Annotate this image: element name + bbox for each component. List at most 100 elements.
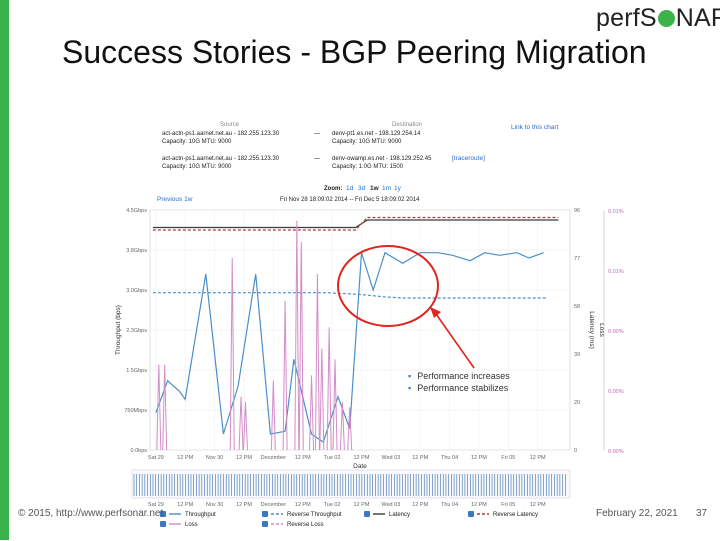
row2-dash: —: [314, 156, 320, 162]
y-left-tick-label: 0.0bps: [130, 448, 147, 454]
brush-x-tick-label: Nov 30: [206, 502, 223, 508]
y-left-tick-label: 3.8Gbps: [126, 248, 147, 254]
annotation-ellipse: [337, 245, 439, 327]
y-loss-axis-title: Loss: [598, 323, 605, 337]
y-latency-axis-title: Latency (ms): [588, 311, 595, 349]
x-axis-title: Date: [353, 463, 367, 470]
loss-spike: [270, 380, 276, 451]
brush-x-tick-label: 12 PM: [177, 502, 193, 508]
graph-panel: Source Destination Link to this chart ac…: [84, 118, 624, 536]
x-tick-label: Tue 02: [324, 455, 341, 461]
perfsonar-chart: Source Destination Link to this chart ac…: [115, 122, 624, 528]
x-tick-label: 12 PM: [236, 455, 252, 461]
x-tick-label: 12 PM: [412, 455, 428, 461]
link-to-chart[interactable]: Link to this chart: [511, 124, 559, 131]
y-left-tick-label: 2.3Gbps: [126, 328, 147, 334]
legend-label-throughput: Throughput: [185, 512, 216, 518]
legend-label-latency: Latency: [389, 512, 410, 518]
brush-x-tick-label: 12 PM: [530, 502, 546, 508]
legend-label-reverse-throughput: Reverse Throughput: [287, 512, 342, 518]
reverse-throughput-line: [152, 292, 547, 299]
previous-range-link[interactable]: Previous 1w: [157, 196, 193, 203]
range-brush[interactable]: [131, 469, 571, 499]
zoom-label: Zoom:: [324, 186, 342, 192]
annotation-group: [337, 245, 475, 369]
row2-source: act-actn-ps1.aarnet.net.au - 182.255.123…: [162, 156, 280, 162]
x-tick-label: 12 PM: [471, 455, 487, 461]
row1-destination: denv-pt1.es.net - 198.129.254.14: [332, 131, 421, 137]
slide-title: Success Stories - BGP Peering Migration: [62, 34, 647, 70]
source-header: Source: [220, 122, 240, 128]
loss-spike: [242, 401, 248, 451]
y-latency-tick-label: 58: [574, 304, 580, 310]
legend-checkbox-latency[interactable]: [364, 511, 370, 517]
zoom-option-1m[interactable]: 1m: [382, 185, 391, 192]
x-tick-label: Wed 03: [381, 455, 400, 461]
legend-checkbox-reverse-loss[interactable]: [262, 521, 268, 527]
y-loss-tick-label: 0.00%: [608, 449, 624, 455]
legend: Throughput Reverse Throughput Latency Rever…: [160, 511, 538, 528]
bullet-list: Performance increases Performance stabil…: [408, 370, 510, 394]
zoom-controls: Zoom: 1d 3d 1w 1m 1y: [324, 185, 402, 192]
loss-spike: [314, 273, 320, 451]
legend-label-reverse-latency: Reverse Latency: [493, 512, 538, 518]
brush-x-tick-label: Wed 03: [381, 502, 400, 508]
logo-dot-icon: [657, 10, 675, 27]
perfsonar-logo: perfS NAR: [596, 4, 720, 33]
traceroute-link[interactable]: [traceroute]: [452, 155, 485, 162]
legend-checkbox-throughput[interactable]: [160, 511, 166, 517]
loss-spike: [309, 375, 315, 451]
row1-destination-capacity: Capacity: 10G MTU: 9000: [332, 139, 402, 145]
x-tick-label: 12 PM: [177, 455, 193, 461]
legend-checkbox-loss[interactable]: [160, 521, 166, 527]
row2-destination: denv-owamp.es.net - 198.129.252.45: [332, 156, 432, 162]
legend-label-loss: Loss: [185, 522, 198, 528]
y-latency-tick-label: 77: [574, 256, 580, 262]
legend-checkbox-reverse-latency[interactable]: [468, 511, 474, 517]
loss-spike: [238, 396, 244, 451]
loss-spike: [162, 364, 168, 451]
loss-spike: [294, 220, 300, 451]
brush-x-tick-label: Thu 04: [441, 502, 458, 508]
y-left-tick-label: 750Mbps: [124, 408, 147, 414]
throughput-line: [155, 251, 544, 443]
logo-text-left: perfS: [596, 4, 657, 32]
y-loss-tick-label: 0.00%: [608, 389, 624, 395]
brush-x-tick-label: Tue 02: [324, 502, 341, 508]
row2-source-capacity: Capacity: 10G MTU: 9000: [162, 164, 232, 170]
accent-bar: [0, 0, 9, 540]
axes: 0.0bps 750Mbps 1.5Gbps 2.3Gbps 3.0Gbps 3.8Gbp…: [115, 208, 624, 508]
x-tick-label: Fri 05: [501, 455, 515, 461]
y-latency-tick-label: 0: [574, 448, 577, 454]
row1-dash: —: [314, 131, 320, 137]
loss-spike: [156, 364, 162, 451]
page-number: 37: [696, 508, 708, 519]
x-tick-label: 12 PM: [295, 455, 311, 461]
row1-source-capacity: Capacity: 10G MTU: 9000: [162, 139, 232, 145]
logo-text-right: NAR: [675, 4, 720, 32]
zoom-option-3d[interactable]: 3d: [358, 185, 366, 192]
loss-spike: [347, 407, 353, 451]
legend-checkbox-reverse-throughput[interactable]: [262, 511, 268, 517]
zoom-option-1w[interactable]: 1w: [370, 185, 380, 192]
y-left-tick-label: 1.5Gbps: [126, 368, 147, 374]
zoom-option-1d[interactable]: 1d: [346, 185, 354, 192]
annotation-arrow: [435, 313, 475, 369]
row1-source: act-actn-ps1.aarnet.net.au - 182.255.123…: [162, 131, 280, 137]
zoom-option-1y[interactable]: 1y: [394, 185, 402, 192]
footer-date: February 22, 2021: [596, 508, 678, 519]
loss-spike: [332, 359, 338, 451]
reverse-latency-line: [152, 216, 559, 231]
brush-x-tick-label: 12 PM: [236, 502, 252, 508]
brush-x-tick-label: 12 PM: [412, 502, 428, 508]
x-tick-label: Thu 04: [441, 455, 458, 461]
brush-x-tick-label: 12 PM: [295, 502, 311, 508]
brush-x-tick-label: 12 PM: [354, 502, 370, 508]
y-latency-tick-label: 20: [574, 400, 580, 406]
y-left-tick-label: 3.0Gbps: [126, 288, 147, 294]
footer-copyright: © 2015, http://www.perfsonar.net: [18, 508, 164, 519]
annotation-arrowhead: [430, 307, 441, 318]
loss-spike: [319, 348, 325, 451]
x-tick-label: Sat 29: [148, 455, 164, 461]
loss-spike: [229, 257, 235, 451]
